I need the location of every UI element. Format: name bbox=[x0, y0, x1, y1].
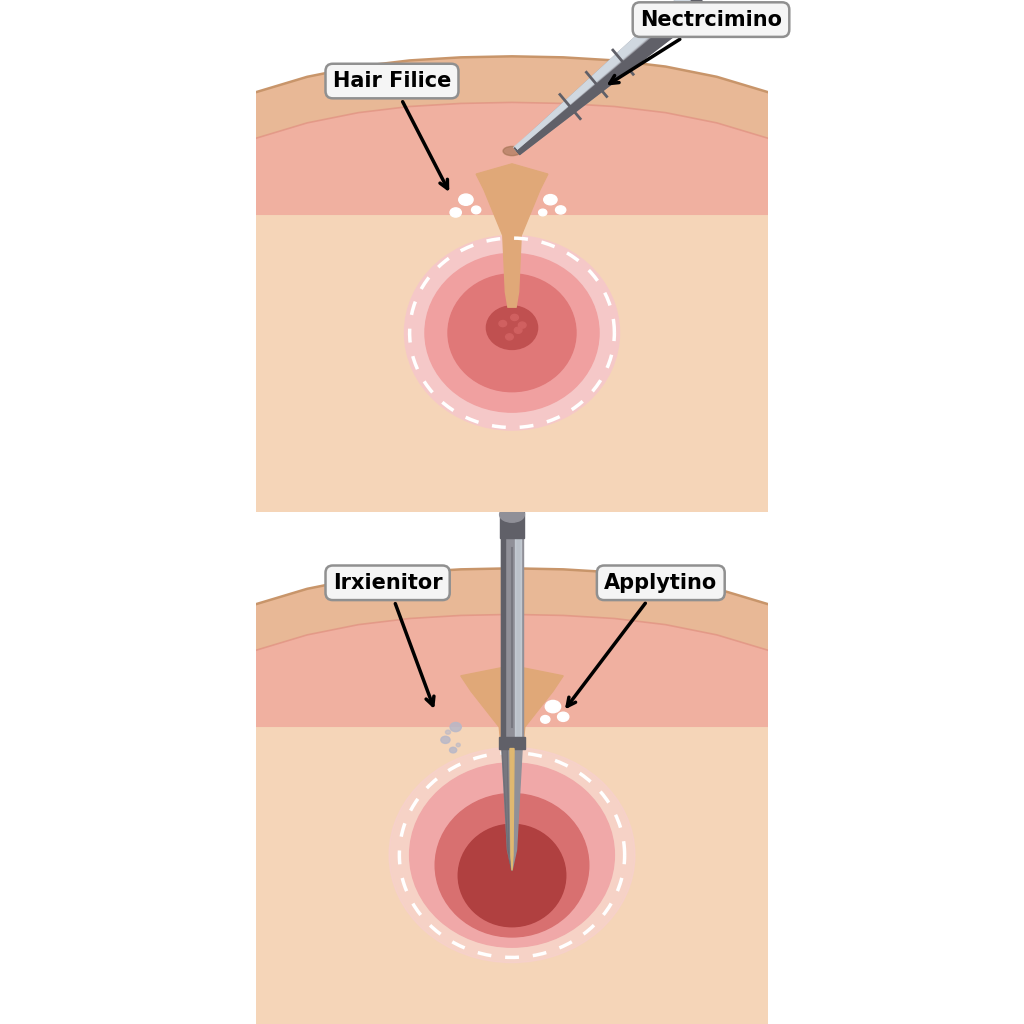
Polygon shape bbox=[514, 147, 520, 155]
Ellipse shape bbox=[558, 713, 569, 721]
Ellipse shape bbox=[518, 322, 526, 328]
Ellipse shape bbox=[404, 236, 620, 430]
Ellipse shape bbox=[544, 195, 557, 205]
Text: Irxienitor: Irxienitor bbox=[333, 572, 442, 706]
Ellipse shape bbox=[500, 507, 524, 522]
Ellipse shape bbox=[511, 314, 518, 321]
Ellipse shape bbox=[451, 723, 461, 731]
Bar bbox=[256, 195, 768, 512]
Ellipse shape bbox=[450, 748, 457, 753]
Ellipse shape bbox=[425, 253, 599, 412]
Polygon shape bbox=[256, 102, 768, 215]
Ellipse shape bbox=[459, 824, 565, 927]
Bar bbox=[501, 522, 505, 742]
Ellipse shape bbox=[556, 206, 566, 214]
Ellipse shape bbox=[503, 146, 521, 156]
Bar bbox=[256, 707, 768, 1024]
Ellipse shape bbox=[410, 763, 614, 947]
Ellipse shape bbox=[459, 195, 473, 205]
Polygon shape bbox=[256, 56, 768, 164]
Ellipse shape bbox=[486, 306, 538, 349]
Ellipse shape bbox=[471, 206, 481, 214]
Bar bbox=[500, 512, 524, 538]
Ellipse shape bbox=[514, 328, 522, 334]
Ellipse shape bbox=[541, 716, 550, 723]
Ellipse shape bbox=[499, 321, 507, 327]
Polygon shape bbox=[256, 568, 768, 676]
Polygon shape bbox=[502, 749, 522, 870]
Bar bbox=[501, 522, 523, 742]
Polygon shape bbox=[476, 164, 548, 307]
Polygon shape bbox=[461, 666, 563, 742]
Bar bbox=[499, 737, 525, 749]
Ellipse shape bbox=[441, 736, 451, 743]
Polygon shape bbox=[502, 749, 512, 870]
Ellipse shape bbox=[546, 700, 561, 713]
Ellipse shape bbox=[389, 748, 635, 963]
Ellipse shape bbox=[445, 730, 451, 734]
Text: Hair Filice: Hair Filice bbox=[333, 71, 452, 188]
Ellipse shape bbox=[449, 273, 575, 391]
Polygon shape bbox=[517, 3, 702, 155]
Text: Nectrcimino: Nectrcimino bbox=[609, 9, 782, 84]
Polygon shape bbox=[510, 749, 514, 870]
Polygon shape bbox=[683, 0, 710, 15]
Polygon shape bbox=[514, 0, 702, 155]
Ellipse shape bbox=[506, 334, 513, 340]
Bar bbox=[515, 522, 521, 742]
Polygon shape bbox=[256, 614, 768, 727]
Polygon shape bbox=[514, 0, 692, 150]
Ellipse shape bbox=[451, 208, 461, 217]
Ellipse shape bbox=[435, 794, 589, 937]
Polygon shape bbox=[514, 0, 691, 150]
Ellipse shape bbox=[457, 743, 461, 746]
Text: Applytino: Applytino bbox=[567, 572, 718, 707]
Ellipse shape bbox=[539, 209, 547, 216]
